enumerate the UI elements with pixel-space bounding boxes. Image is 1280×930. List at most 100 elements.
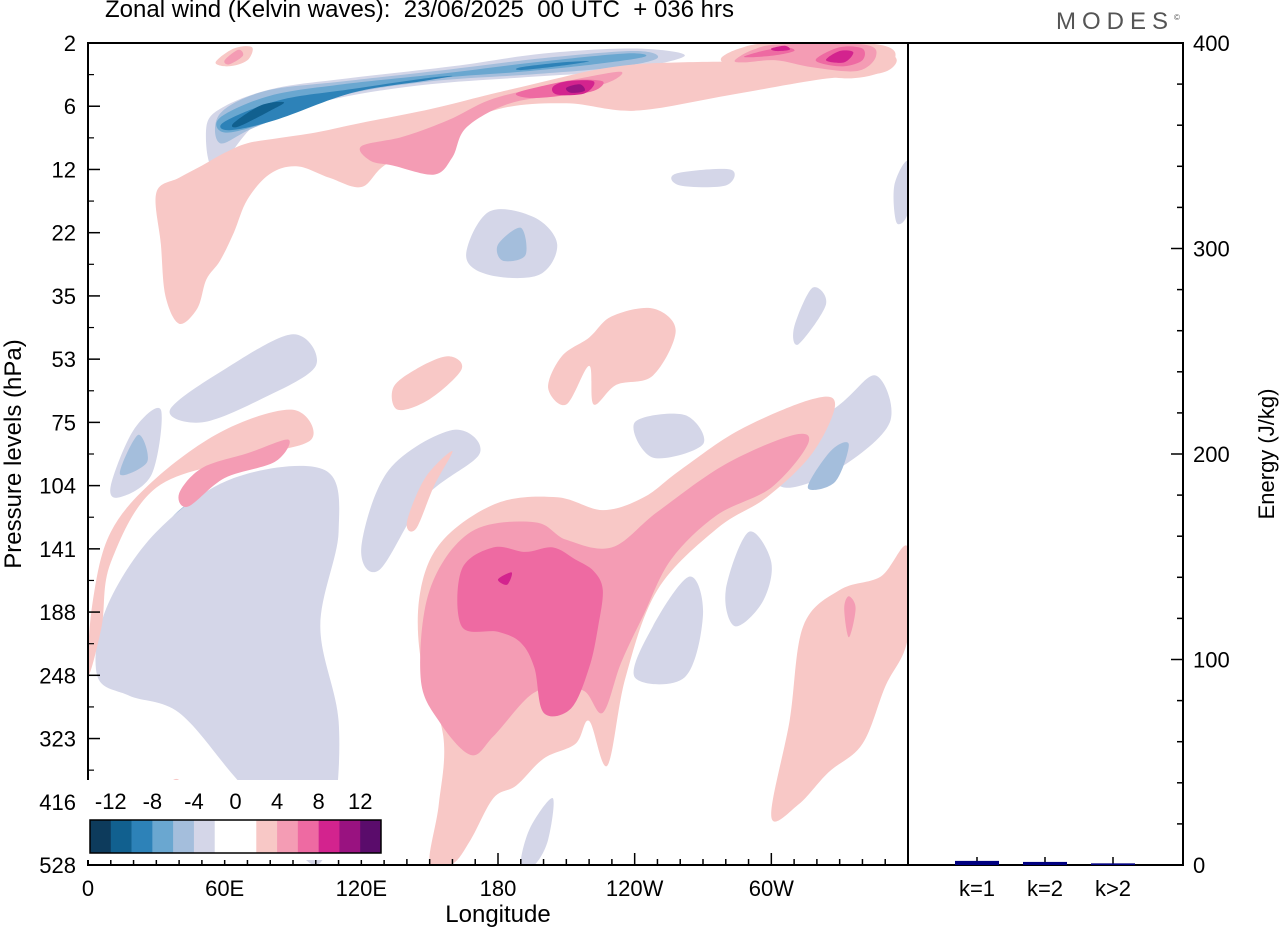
contour-region-36: [844, 596, 856, 638]
colorbar-swatch: [152, 820, 174, 853]
chart-title: Zonal wind (Kelvin waves): 23/06/2025 00…: [105, 0, 734, 23]
energy-frame: [907, 42, 1184, 866]
contour-region-34: [406, 451, 453, 532]
energy-axis-label: Energy (J/kg): [1254, 389, 1279, 520]
colorbar-swatch: [110, 820, 132, 853]
colorbar-label: -4: [184, 789, 204, 814]
energy-category-label: k>2: [1095, 876, 1131, 901]
x-tick-label: 120W: [606, 876, 664, 901]
x-axis: 0 60E 120E 180 120W 60W: [82, 853, 909, 901]
colorbar-swatch: [235, 820, 257, 853]
contour-region-8: [119, 434, 148, 476]
contour-region-40: [359, 71, 623, 175]
contour-region-32: [457, 546, 603, 717]
x-tick-label: 120E: [336, 876, 387, 901]
contour-region-25: [220, 75, 453, 131]
energy-bars: k=1 k=2 k>2: [955, 857, 1135, 901]
colorbar-swatch: [131, 820, 153, 853]
contour-region-19: [671, 168, 735, 188]
contour-region-13: [807, 442, 849, 490]
energy-axis: 0 100 200 300 400: [1171, 31, 1230, 878]
brand-mark: ©: [1174, 13, 1180, 22]
y-axis: 2 6 12 22 35 53 75 104 141 188 248 323 416 528: [39, 31, 100, 878]
contour-region-18: [793, 287, 827, 345]
colorbar-swatch: [360, 820, 382, 853]
x-tick-label: 60E: [205, 876, 244, 901]
colorbar: -12 -8 -4 0 4 8 12: [86, 780, 385, 860]
contour-region-26: [515, 61, 590, 71]
contour-region-35: [771, 545, 908, 822]
x-tick-label: 180: [480, 876, 517, 901]
contour-region-37: [548, 307, 676, 406]
y-tick-label: 2: [64, 31, 76, 56]
contour-region-17: [496, 227, 527, 262]
contour-fill-layer: [88, 43, 908, 865]
contour-region-11: [633, 413, 705, 459]
contour-region-9: [169, 334, 318, 423]
y-tick-label: 188: [39, 600, 76, 625]
energy-tick-label: 100: [1193, 648, 1230, 673]
colorbar-swatch: [193, 820, 216, 853]
colorbar-label: 8: [313, 789, 325, 814]
colorbar-swatch: [297, 820, 319, 853]
y-tick-label: 323: [39, 727, 76, 752]
colorbar-label: 0: [229, 789, 241, 814]
energy-tick-label: 0: [1193, 853, 1205, 878]
x-tick-label: 0: [82, 876, 94, 901]
colorbar-frame: [89, 819, 382, 854]
colorbar-label: 12: [348, 789, 372, 814]
colorbar-swatch: [318, 820, 340, 853]
y-tick-label: 528: [39, 853, 76, 878]
hovmoller-plot: 0 60E 120E 180 120W 60W 2 6 12 22 35 53 75 104 141 188…: [0, 31, 909, 928]
contour-region-29: [178, 439, 290, 507]
y-tick-label: 75: [52, 410, 76, 435]
colorbar-swatch: [256, 820, 278, 853]
energy-tick-label: 400: [1193, 31, 1230, 56]
energy-bar-k>2: [1091, 863, 1135, 865]
energy-tick-label: 300: [1193, 237, 1230, 262]
contour-region-31: [420, 433, 810, 756]
y-tick-label: 12: [52, 157, 76, 182]
colorbar-swatch: [90, 820, 112, 853]
colorbar-swatch: [173, 820, 195, 853]
brand-logo: MODES©: [1056, 8, 1180, 36]
y-tick-label: 35: [52, 284, 76, 309]
contour-region-51: [224, 49, 244, 65]
contour-region-20: [893, 160, 908, 225]
colorbar-label: 4: [271, 789, 283, 814]
x-axis-label: Longitude: [445, 901, 550, 928]
colorbar-swatch: [214, 820, 236, 853]
contour-region-48: [770, 45, 790, 52]
contour-region-49: [825, 50, 854, 63]
brand-name: MODES: [1056, 8, 1175, 35]
colorbar-swatch: [277, 820, 299, 853]
energy-bar-k=1: [955, 860, 999, 865]
y-tick-label: 53: [52, 347, 76, 372]
colorbar-swatch: [339, 820, 361, 853]
energy-category-label: k=2: [1027, 876, 1063, 901]
contour-region-27: [231, 101, 285, 128]
y-tick-label: 248: [39, 663, 76, 688]
energy-category-label: k=1: [959, 876, 995, 901]
contour-region-43: [565, 84, 585, 93]
y-axis-label: Pressure levels (hPa): [0, 339, 27, 568]
contour-region-33: [497, 572, 513, 585]
y-tick-label: 6: [64, 94, 76, 119]
contour-region-28: [88, 409, 314, 676]
x-tick-label: 60W: [749, 876, 794, 901]
y-tick-label: 104: [39, 474, 76, 499]
energy-tick-label: 200: [1193, 442, 1230, 467]
contour-region-15: [725, 531, 772, 627]
colorbar-label: -8: [143, 789, 163, 814]
y-tick-label: 141: [39, 537, 76, 562]
energy-panel: 0 100 200 300 400 k=1 k=2 k>2 Energy (J/kg): [907, 31, 1279, 901]
contour-region-38: [391, 356, 463, 411]
contour-region-14: [633, 576, 704, 685]
contour-region-6: [95, 465, 340, 865]
energy-bar-k=2: [1023, 861, 1067, 865]
colorbar-label: -12: [95, 789, 127, 814]
contour-region-21: [520, 798, 554, 865]
y-tick-label: 416: [39, 790, 76, 815]
y-tick-label: 22: [52, 221, 76, 246]
